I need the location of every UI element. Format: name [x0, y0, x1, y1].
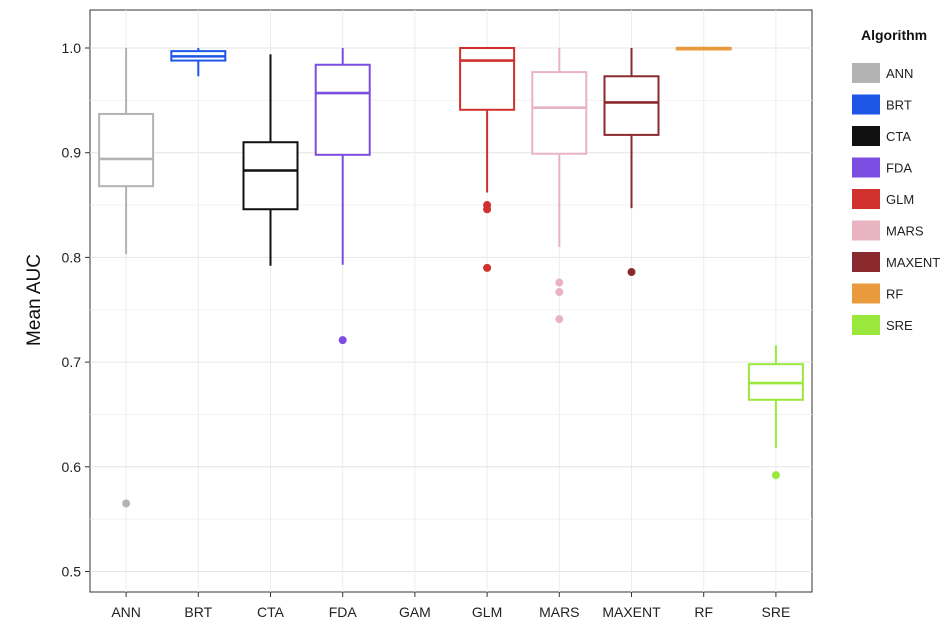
legend-label-maxent: MAXENT	[886, 255, 940, 270]
box-mars	[531, 48, 588, 324]
legend-label-cta: CTA	[886, 129, 911, 144]
legend-swatch-glm	[852, 189, 880, 209]
outlier-point	[555, 315, 564, 324]
legend-label-mars: MARS	[886, 224, 924, 239]
legend-swatch-ann	[852, 63, 880, 83]
legend-label-rf: RF	[886, 287, 903, 302]
x-tick-label: ANN	[111, 604, 141, 620]
outlier-point	[555, 278, 564, 287]
legend-swatch-brt	[852, 94, 880, 115]
box-maxent	[603, 48, 660, 277]
legend-title: Algorithm	[861, 27, 927, 43]
outlier-point	[555, 287, 564, 296]
box-body	[98, 112, 155, 188]
y-tick-label: 0.5	[62, 564, 82, 580]
x-tick-label: FDA	[329, 604, 358, 620]
box-sre	[747, 345, 804, 480]
legend-label-glm: GLM	[886, 192, 914, 207]
box-body	[459, 47, 516, 111]
x-tick-label: MAXENT	[602, 604, 661, 620]
legend-swatch-mars	[852, 220, 880, 241]
y-tick-label: 0.7	[62, 354, 82, 370]
x-tick-label: GAM	[399, 604, 431, 620]
box-body	[242, 141, 299, 211]
box-ann	[98, 48, 155, 508]
box-fda	[314, 48, 371, 345]
outlier-point	[122, 499, 131, 508]
legend-swatch-sre	[852, 315, 880, 335]
x-tick-label: RF	[694, 604, 713, 620]
box-brt	[170, 48, 227, 77]
legend-swatch-rf	[852, 283, 880, 304]
y-tick-label: 1.0	[62, 40, 82, 56]
plot-panel	[89, 9, 813, 593]
legend-label-sre: SRE	[886, 318, 913, 333]
legend: Algorithm ANN BRT CTA FDA GLM MARS MAXENT RF SRE	[852, 27, 940, 335]
y-tick-label: 0.8	[62, 249, 82, 265]
box-cta	[242, 54, 299, 266]
box-glm	[459, 47, 516, 272]
outlier-point	[771, 471, 780, 480]
box-body	[531, 71, 588, 155]
x-tick-label: MARS	[539, 604, 579, 620]
legend-label-brt: BRT	[886, 98, 912, 113]
outlier-point	[483, 205, 492, 214]
x-tick-label: BRT	[184, 604, 212, 620]
y-tick-label: 0.9	[62, 145, 82, 161]
x-axis: ANN BRT CTA FDA GAM GLM MARS MAXENT RF SRE	[111, 592, 790, 620]
legend-swatch-maxent	[852, 252, 880, 272]
outlier-point	[338, 336, 347, 345]
x-tick-label: CTA	[257, 604, 285, 620]
box-body	[603, 75, 660, 136]
legend-label-ann: ANN	[886, 66, 913, 81]
outlier-point	[627, 268, 636, 277]
box-rf	[675, 46, 732, 51]
x-tick-label: SRE	[762, 604, 791, 620]
boxes	[98, 46, 804, 508]
legend-swatch-cta	[852, 126, 880, 146]
y-axis-title: Mean AUC	[24, 254, 45, 346]
y-tick-label: 0.6	[62, 459, 82, 475]
y-axis: 0.5 0.6 0.7 0.8 0.9 1.0	[62, 40, 90, 580]
box-body	[314, 63, 371, 156]
legend-swatch-fda	[852, 157, 880, 178]
outlier-point	[483, 263, 492, 272]
legend-label-fda: FDA	[886, 161, 912, 176]
x-tick-label: GLM	[472, 604, 502, 620]
